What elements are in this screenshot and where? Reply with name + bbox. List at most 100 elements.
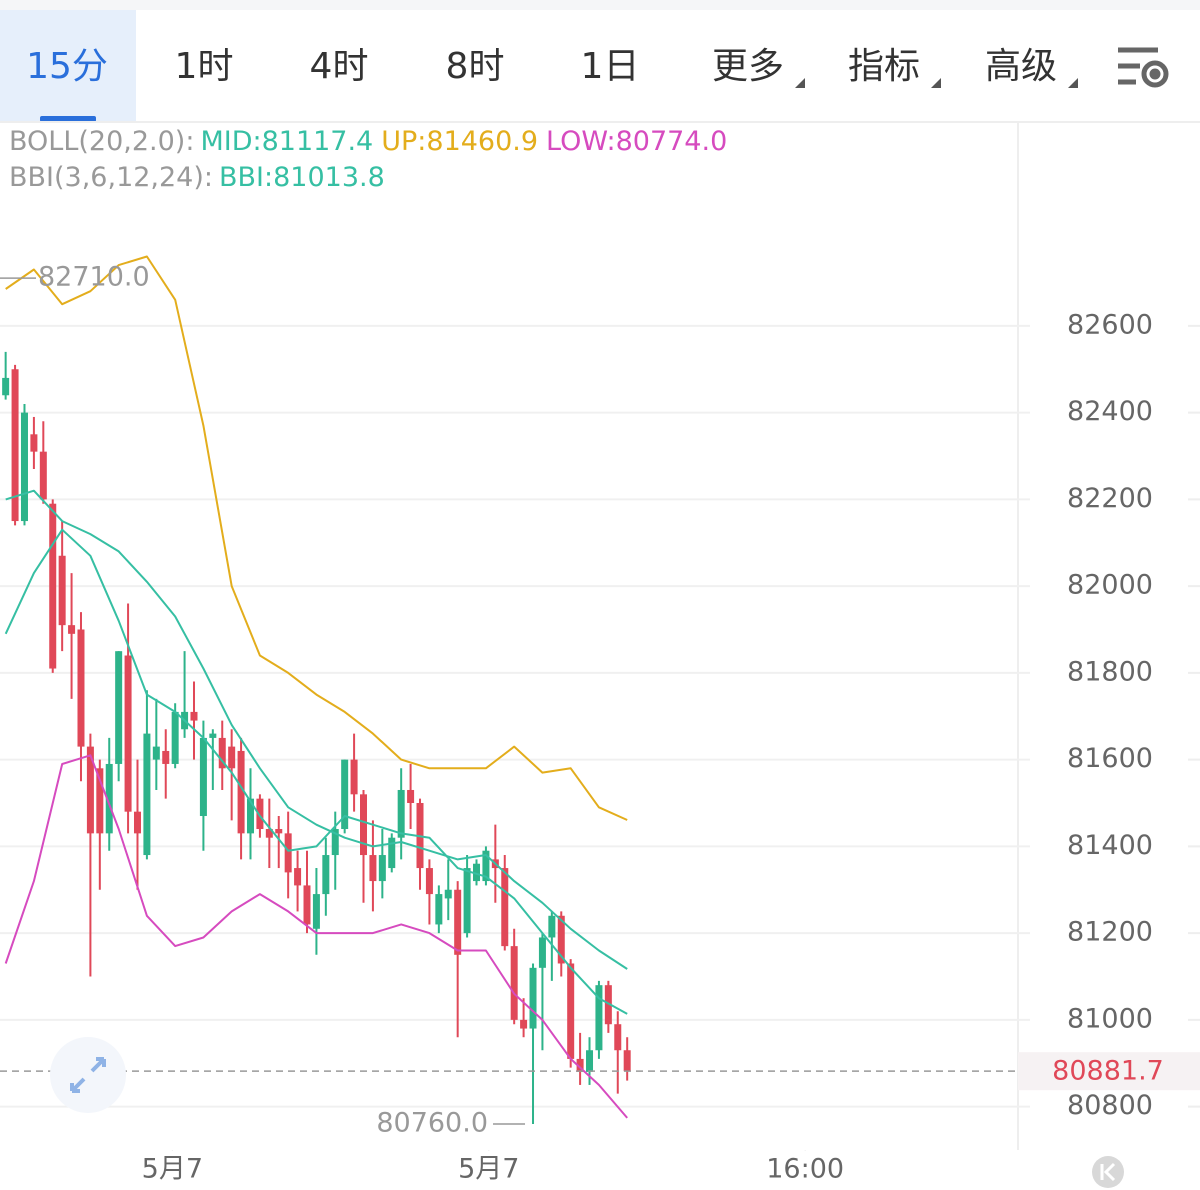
candle-body: [199, 737, 207, 817]
tab[interactable]: 15分: [26, 46, 108, 87]
tab[interactable]: 指标: [848, 46, 920, 87]
settings-icon[interactable]: [1118, 47, 1169, 88]
candle-body: [171, 711, 179, 764]
candle-body: [538, 937, 546, 968]
candle-body: [548, 915, 556, 938]
indicator-line: [4, 528, 628, 1015]
candle-body: [77, 629, 85, 747]
indicator-label: BBI(3,6,12,24):: [9, 162, 213, 193]
candle-body: [360, 794, 368, 856]
candle-body: [463, 868, 471, 934]
candle-body: [284, 833, 292, 873]
y-tick-label: 81000: [1067, 1003, 1153, 1034]
dropdown-arrows: [795, 78, 1078, 88]
candle-body: [501, 868, 509, 947]
tab[interactable]: 1日: [581, 46, 640, 87]
expand-icon: [70, 1057, 106, 1093]
y-tick-label: 82400: [1067, 396, 1153, 427]
candle-body: [68, 625, 76, 634]
candle-body: [190, 711, 198, 721]
candle-body: [529, 967, 537, 1029]
candle-body: [124, 655, 132, 812]
indicator-line: [4, 754, 628, 1119]
candle-body: [86, 746, 94, 834]
legend-entry: UP:81460.9: [381, 126, 539, 157]
candle-body: [397, 789, 405, 838]
candle-body: [341, 759, 349, 830]
status-strip: [0, 0, 1200, 10]
candle-body: [143, 733, 151, 856]
expand-button[interactable]: [50, 1037, 126, 1113]
candle-body: [218, 737, 226, 769]
candle-body: [105, 763, 113, 834]
candle-body: [595, 985, 603, 1051]
tab-underline: [40, 116, 96, 122]
indicator-label: BOLL(20,2.0):: [9, 126, 195, 157]
candle-body: [520, 1019, 528, 1029]
candle-body: [162, 750, 170, 764]
legend-row: BOLL(20,2.0): MID:81117.4 UP:81460.9 LOW:80…: [9, 124, 735, 160]
last-price-label: 80881.7: [1052, 1056, 1164, 1087]
candle-body: [614, 1024, 622, 1051]
candle-body: [473, 863, 481, 882]
legend-entry: MID:81117.4: [200, 126, 374, 157]
candle-body: [152, 746, 160, 760]
candle-body: [20, 412, 28, 522]
candle-body: [407, 789, 415, 803]
candle-body: [604, 985, 612, 1025]
candle-body: [586, 1050, 594, 1072]
candle-body: [294, 868, 302, 886]
reset-icon: [1100, 1162, 1116, 1182]
candle-body: [209, 733, 217, 738]
candle-body: [265, 829, 273, 838]
x-tick-label: 5月7: [142, 1154, 203, 1185]
min-marker-label: 80760.0: [376, 1107, 488, 1138]
candle-body: [322, 855, 330, 895]
tab[interactable]: 1时: [175, 46, 234, 87]
candle-body: [510, 946, 518, 1020]
candle-body: [444, 889, 452, 899]
tab[interactable]: 8时: [446, 46, 505, 87]
candle-body: [425, 868, 433, 895]
tab[interactable]: 4时: [310, 46, 369, 87]
candle-body: [237, 750, 245, 834]
candle-body: [312, 894, 320, 929]
candle-body: [303, 885, 311, 925]
candle-body: [133, 811, 141, 834]
y-tick-label: 81400: [1067, 830, 1153, 861]
y-tick-label: 81800: [1067, 656, 1153, 687]
tab-selected-bg: [0, 10, 136, 122]
legend-entry: LOW:80774.0: [546, 126, 728, 157]
candle-body: [246, 798, 254, 834]
candle-body: [369, 855, 377, 882]
y-tick-label: 82600: [1067, 309, 1153, 340]
y-tick-label: 80800: [1067, 1090, 1153, 1121]
candle-body: [275, 829, 283, 834]
candle-body: [2, 377, 10, 396]
y-tick-label: 81200: [1067, 917, 1153, 948]
y-tick-label: 82000: [1067, 570, 1153, 601]
candle-body: [378, 855, 386, 882]
candle-body: [115, 651, 123, 764]
candle-body: [435, 894, 443, 925]
candle-body: [557, 915, 565, 964]
candle-body: [228, 746, 236, 769]
tab[interactable]: 更多: [712, 46, 784, 87]
candle-body: [58, 555, 66, 626]
max-marker-label: 82710.0: [38, 262, 150, 293]
candle-body: [11, 369, 19, 522]
candle-body: [331, 829, 339, 856]
legend-entry: BBI:81013.8: [219, 162, 385, 193]
last-price-box: [1018, 1052, 1200, 1091]
x-tick-label: 16:00: [766, 1154, 844, 1185]
candle-body: [256, 798, 264, 830]
candle-body: [96, 768, 104, 834]
candle-body: [576, 1058, 584, 1072]
candle-body: [482, 850, 490, 882]
y-tick-label: 81600: [1067, 743, 1153, 774]
candle-body: [350, 759, 358, 795]
candle-body: [623, 1050, 631, 1072]
candle-body: [388, 837, 396, 869]
tab[interactable]: 高级: [985, 46, 1057, 87]
